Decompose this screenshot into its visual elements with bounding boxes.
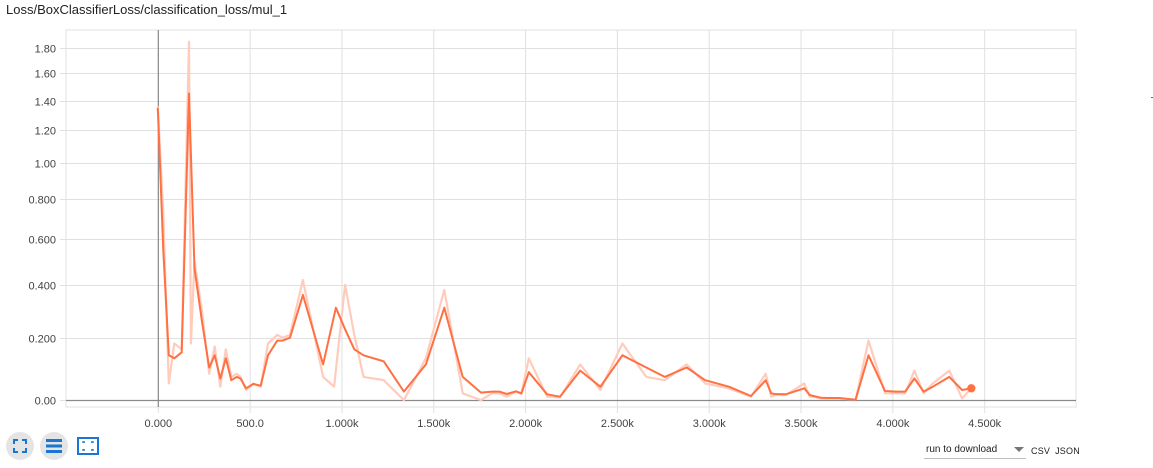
- series-layer[interactable]: [156, 40, 976, 402]
- chart-toolbar: [6, 432, 102, 460]
- fullscreen-button[interactable]: [6, 432, 34, 460]
- y-tick-label: 1.00: [35, 159, 56, 171]
- y-tick-label: 1.80: [35, 44, 56, 56]
- x-tick-label: 4.000k: [876, 418, 910, 430]
- fit-domain-icon: [77, 437, 99, 455]
- x-tick-label: 3.500k: [785, 418, 819, 430]
- chart-title: Loss/BoxClassifierLoss/classification_lo…: [6, 2, 288, 17]
- x-tick-label: 3.000k: [693, 418, 727, 430]
- tick-labels: 0.000 500.0 1.000k 1.500k 2.000k 2.500k 3.000k…: [28, 44, 1001, 431]
- y-tick-label: 0.00: [35, 396, 56, 408]
- x-tick-label: 1.000k: [325, 418, 359, 430]
- toggle-log-scale-button[interactable]: [40, 432, 68, 460]
- fullscreen-icon: [12, 438, 28, 454]
- axes: [66, 30, 1076, 407]
- stray-marker: [1151, 97, 1153, 98]
- run-download-select-label: run to download: [926, 444, 998, 455]
- y-tick-label: 0.400: [28, 281, 56, 293]
- x-tick-label: 1.500k: [417, 418, 451, 430]
- last-point-marker: [967, 384, 976, 393]
- y-tick-label: 1.40: [35, 97, 56, 109]
- x-tick-label: 2.000k: [509, 418, 543, 430]
- series-line-smoothed: [156, 92, 972, 401]
- x-tick-label: 2.500k: [601, 418, 635, 430]
- csv-link[interactable]: CSV: [1031, 445, 1051, 456]
- y-tick-label: 0.200: [28, 334, 56, 346]
- y-tick-label: 0.600: [28, 235, 56, 247]
- json-link[interactable]: JSON: [1055, 445, 1080, 456]
- line-chart[interactable]: 0.000 500.0 1.000k 1.500k 2.000k 2.500k 3.000k…: [0, 0, 1153, 430]
- plot-frame: [65, 29, 1077, 408]
- y-tick-label: 0.800: [28, 195, 56, 207]
- download-controls: run to download CSV JSON: [924, 442, 1080, 459]
- x-tick-label: 4.500k: [968, 418, 1002, 430]
- data-series-icon: [45, 438, 63, 454]
- fit-domain-button[interactable]: [74, 432, 102, 460]
- chevron-down-icon: [1014, 447, 1024, 452]
- y-tick-label: 1.60: [35, 69, 56, 81]
- x-tick-label: 0.000: [145, 418, 173, 430]
- x-tick-label: 500.0: [236, 418, 264, 430]
- y-tick-label: 1.20: [35, 126, 56, 138]
- run-download-select[interactable]: run to download: [924, 442, 1026, 459]
- series-line-raw: [156, 40, 973, 402]
